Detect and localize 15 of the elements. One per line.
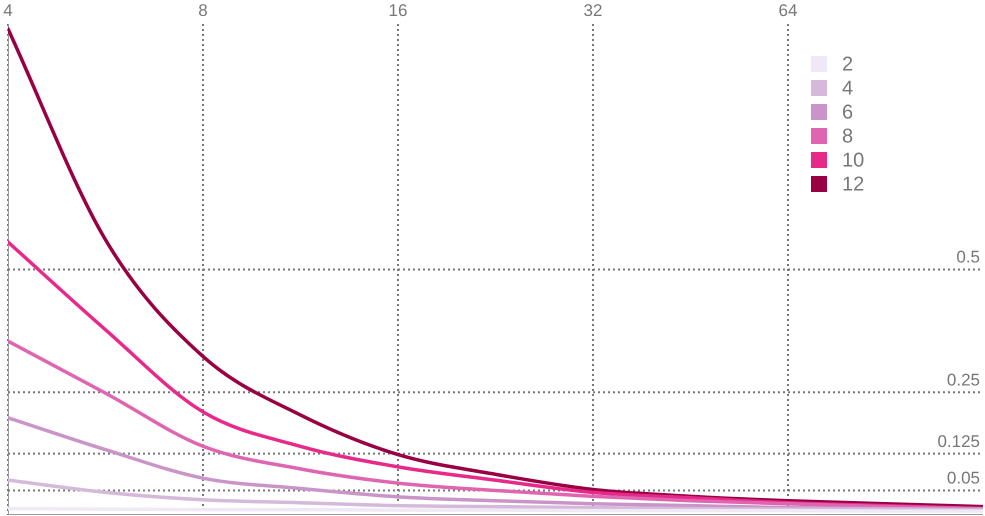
y-tick-label: 0.25 (946, 370, 980, 390)
x-tick-label: 16 (388, 1, 408, 20)
x-tick-label: 32 (584, 1, 602, 20)
legend-label: 8 (842, 126, 854, 148)
y-tick-label: 0.125 (937, 432, 980, 451)
x-tick-label: 4 (3, 1, 13, 20)
legend-label: 4 (842, 78, 854, 100)
y-tick-label: 0.05 (946, 468, 980, 488)
x-tick-label: 64 (778, 1, 798, 20)
legend-label: 6 (842, 102, 854, 124)
legend-label: 12 (842, 174, 864, 196)
x-tick-label: 8 (198, 1, 208, 20)
y-tick-label: 0.5 (956, 248, 980, 267)
legend-label: 2 (842, 54, 854, 76)
legend-label: 10 (842, 150, 864, 172)
